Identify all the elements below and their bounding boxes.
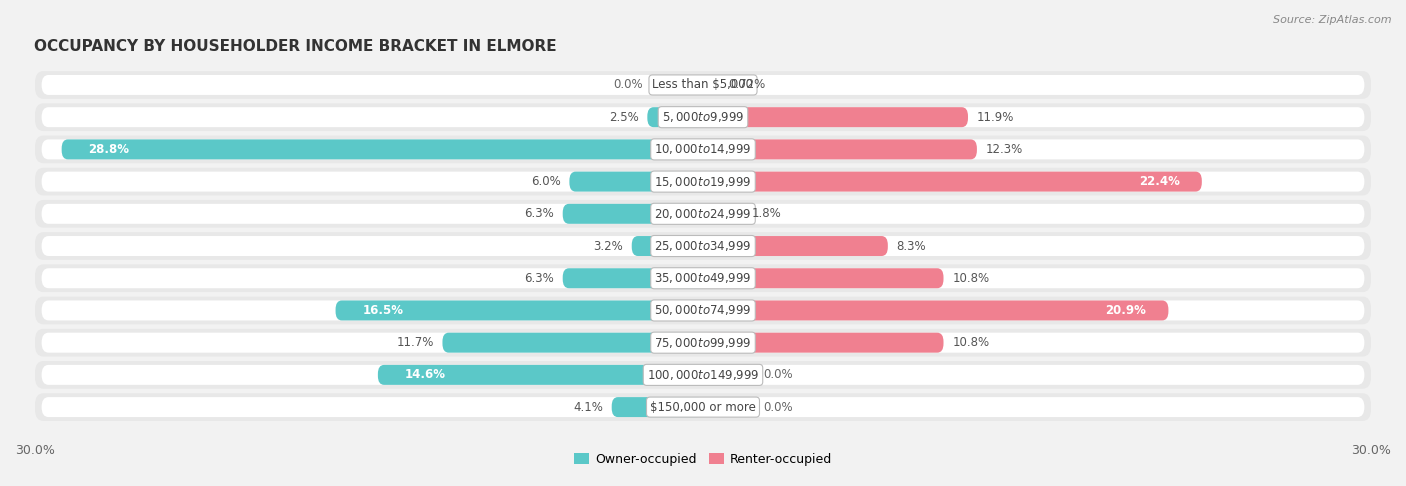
FancyBboxPatch shape [703, 139, 977, 159]
FancyBboxPatch shape [42, 397, 1364, 417]
FancyBboxPatch shape [336, 300, 703, 320]
Text: $75,000 to $99,999: $75,000 to $99,999 [654, 336, 752, 349]
Text: 22.4%: 22.4% [1139, 175, 1180, 188]
Text: 10.8%: 10.8% [952, 336, 990, 349]
FancyBboxPatch shape [35, 393, 1371, 421]
FancyBboxPatch shape [703, 172, 1202, 191]
Text: 0.0%: 0.0% [763, 368, 793, 382]
Text: 12.3%: 12.3% [986, 143, 1024, 156]
Text: 6.0%: 6.0% [530, 175, 561, 188]
FancyBboxPatch shape [42, 139, 1364, 159]
FancyBboxPatch shape [562, 204, 703, 224]
FancyBboxPatch shape [35, 296, 1371, 324]
Text: 0.0%: 0.0% [613, 78, 643, 91]
FancyBboxPatch shape [42, 236, 1364, 256]
Text: 11.9%: 11.9% [977, 111, 1014, 123]
FancyBboxPatch shape [562, 268, 703, 288]
Text: 6.3%: 6.3% [524, 272, 554, 285]
FancyBboxPatch shape [612, 397, 703, 417]
FancyBboxPatch shape [703, 107, 967, 127]
FancyBboxPatch shape [703, 268, 943, 288]
FancyBboxPatch shape [35, 329, 1371, 357]
FancyBboxPatch shape [35, 136, 1371, 163]
FancyBboxPatch shape [631, 236, 703, 256]
FancyBboxPatch shape [35, 104, 1371, 131]
Text: 4.1%: 4.1% [572, 400, 603, 414]
FancyBboxPatch shape [35, 71, 1371, 99]
FancyBboxPatch shape [35, 200, 1371, 227]
Legend: Owner-occupied, Renter-occupied: Owner-occupied, Renter-occupied [568, 448, 838, 471]
FancyBboxPatch shape [35, 232, 1371, 260]
Text: $15,000 to $19,999: $15,000 to $19,999 [654, 174, 752, 189]
FancyBboxPatch shape [35, 264, 1371, 292]
Text: $100,000 to $149,999: $100,000 to $149,999 [647, 368, 759, 382]
FancyBboxPatch shape [42, 268, 1364, 288]
Text: $20,000 to $24,999: $20,000 to $24,999 [654, 207, 752, 221]
Text: $150,000 or more: $150,000 or more [650, 400, 756, 414]
Text: $10,000 to $14,999: $10,000 to $14,999 [654, 142, 752, 156]
Text: 16.5%: 16.5% [363, 304, 404, 317]
FancyBboxPatch shape [42, 333, 1364, 353]
FancyBboxPatch shape [703, 333, 943, 353]
FancyBboxPatch shape [35, 168, 1371, 195]
Text: 14.6%: 14.6% [405, 368, 446, 382]
FancyBboxPatch shape [35, 361, 1371, 389]
FancyBboxPatch shape [42, 107, 1364, 127]
FancyBboxPatch shape [703, 300, 1168, 320]
Text: $35,000 to $49,999: $35,000 to $49,999 [654, 271, 752, 285]
Text: 28.8%: 28.8% [89, 143, 129, 156]
Text: Source: ZipAtlas.com: Source: ZipAtlas.com [1274, 15, 1392, 25]
Text: $25,000 to $34,999: $25,000 to $34,999 [654, 239, 752, 253]
FancyBboxPatch shape [703, 236, 887, 256]
Text: 8.3%: 8.3% [897, 240, 927, 253]
Text: 20.9%: 20.9% [1105, 304, 1146, 317]
Text: 11.7%: 11.7% [396, 336, 433, 349]
FancyBboxPatch shape [42, 75, 1364, 95]
Text: 0.0%: 0.0% [763, 400, 793, 414]
FancyBboxPatch shape [569, 172, 703, 191]
Text: Less than $5,000: Less than $5,000 [652, 78, 754, 91]
Text: 6.3%: 6.3% [524, 208, 554, 220]
FancyBboxPatch shape [42, 172, 1364, 191]
Text: 0.72%: 0.72% [728, 78, 765, 91]
Text: OCCUPANCY BY HOUSEHOLDER INCOME BRACKET IN ELMORE: OCCUPANCY BY HOUSEHOLDER INCOME BRACKET … [34, 39, 557, 54]
FancyBboxPatch shape [703, 75, 718, 95]
FancyBboxPatch shape [42, 365, 1364, 385]
FancyBboxPatch shape [647, 107, 703, 127]
Text: 1.8%: 1.8% [752, 208, 782, 220]
Text: 2.5%: 2.5% [609, 111, 638, 123]
FancyBboxPatch shape [703, 204, 744, 224]
Text: $5,000 to $9,999: $5,000 to $9,999 [662, 110, 744, 124]
Text: $50,000 to $74,999: $50,000 to $74,999 [654, 303, 752, 317]
FancyBboxPatch shape [443, 333, 703, 353]
FancyBboxPatch shape [42, 204, 1364, 224]
FancyBboxPatch shape [42, 300, 1364, 320]
Text: 3.2%: 3.2% [593, 240, 623, 253]
FancyBboxPatch shape [378, 365, 703, 385]
FancyBboxPatch shape [62, 139, 703, 159]
Text: 10.8%: 10.8% [952, 272, 990, 285]
